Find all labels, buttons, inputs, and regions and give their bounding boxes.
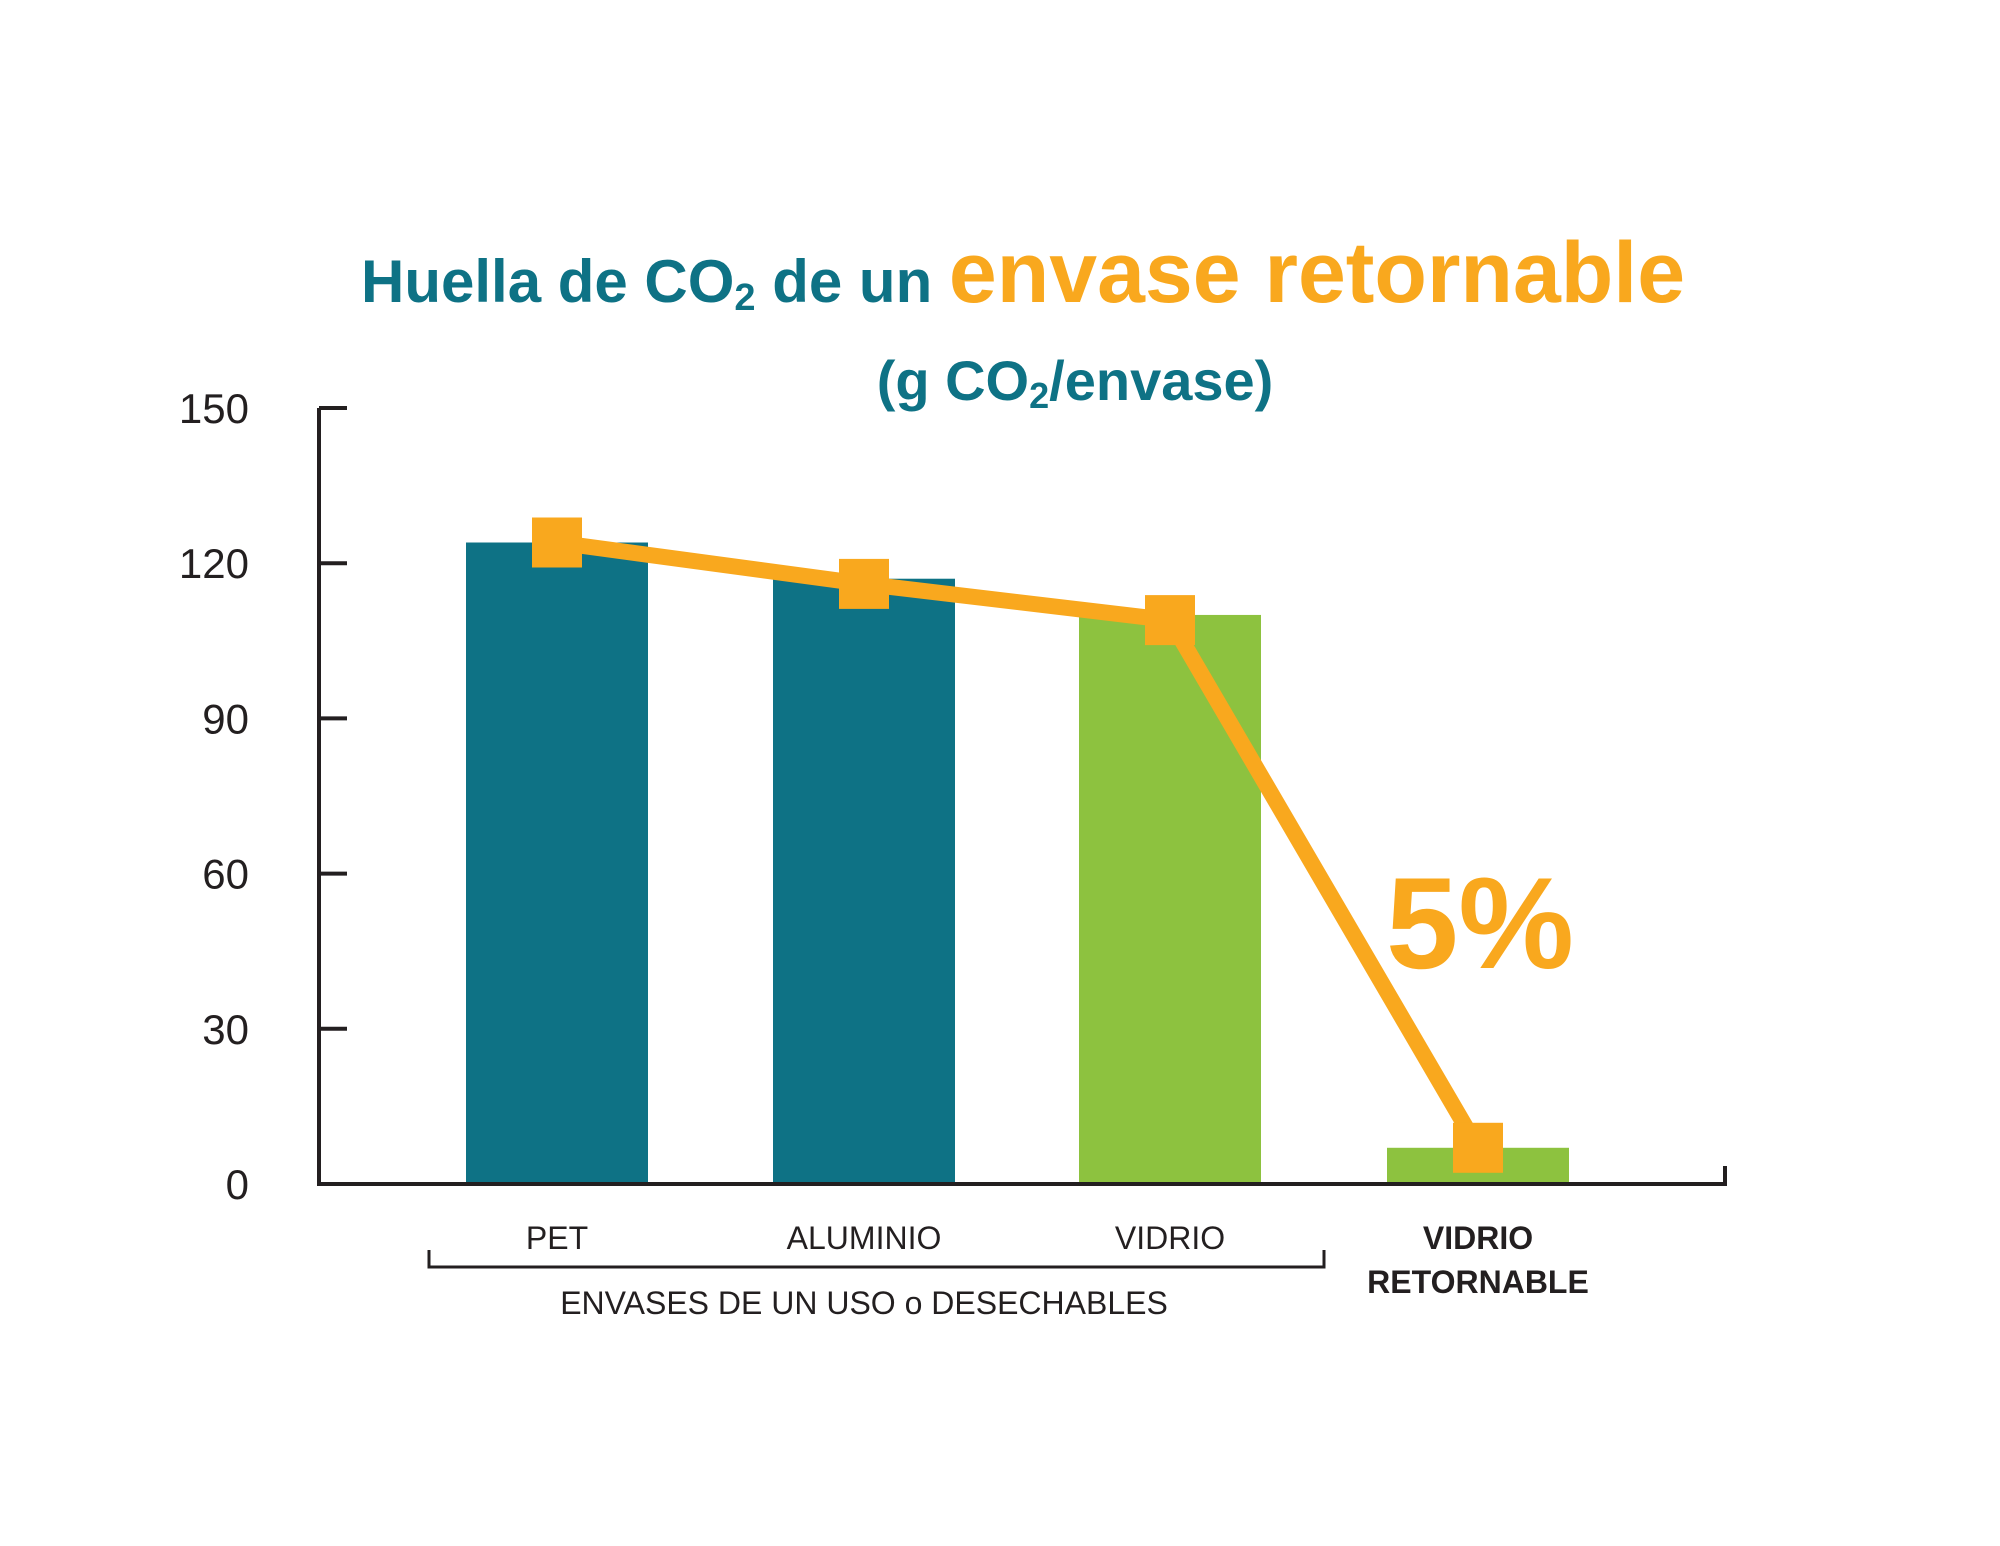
- y-tick-label: 0: [226, 1161, 249, 1208]
- axis-lines: [317, 408, 1727, 1186]
- y-tick-label: 30: [202, 1006, 249, 1053]
- y-tick-label: 120: [179, 540, 249, 587]
- percentage-annotation: 5%: [1386, 850, 1574, 996]
- series-line: [555, 534, 1485, 1152]
- group-bracket: [427, 1250, 1326, 1269]
- bar-pet: [466, 542, 648, 1184]
- x-category-label: VIDRIO: [1115, 1220, 1225, 1256]
- y-tick-label: 60: [202, 851, 249, 898]
- line-marker: [1453, 1122, 1503, 1173]
- y-tick-label: 150: [179, 385, 249, 432]
- x-category-label: VIDRIO: [1423, 1220, 1533, 1256]
- line-marker: [839, 558, 889, 609]
- y-tick-label: 90: [202, 695, 249, 742]
- bar-aluminio: [773, 578, 955, 1184]
- x-category-label: ALUMINIO: [787, 1220, 942, 1256]
- x-category-label: PET: [526, 1220, 588, 1256]
- group-label: ENVASES DE UN USO o DESECHABLES: [560, 1285, 1168, 1321]
- line-marker: [532, 517, 582, 568]
- line-marker: [1145, 595, 1195, 646]
- chart-subtitle: (g CO2/envase): [877, 349, 1274, 416]
- x-category-label: RETORNABLE: [1367, 1264, 1589, 1300]
- bar-vidrio: [1079, 614, 1261, 1184]
- chart-title: Huella de CO2 de un envase retornable: [361, 225, 1685, 321]
